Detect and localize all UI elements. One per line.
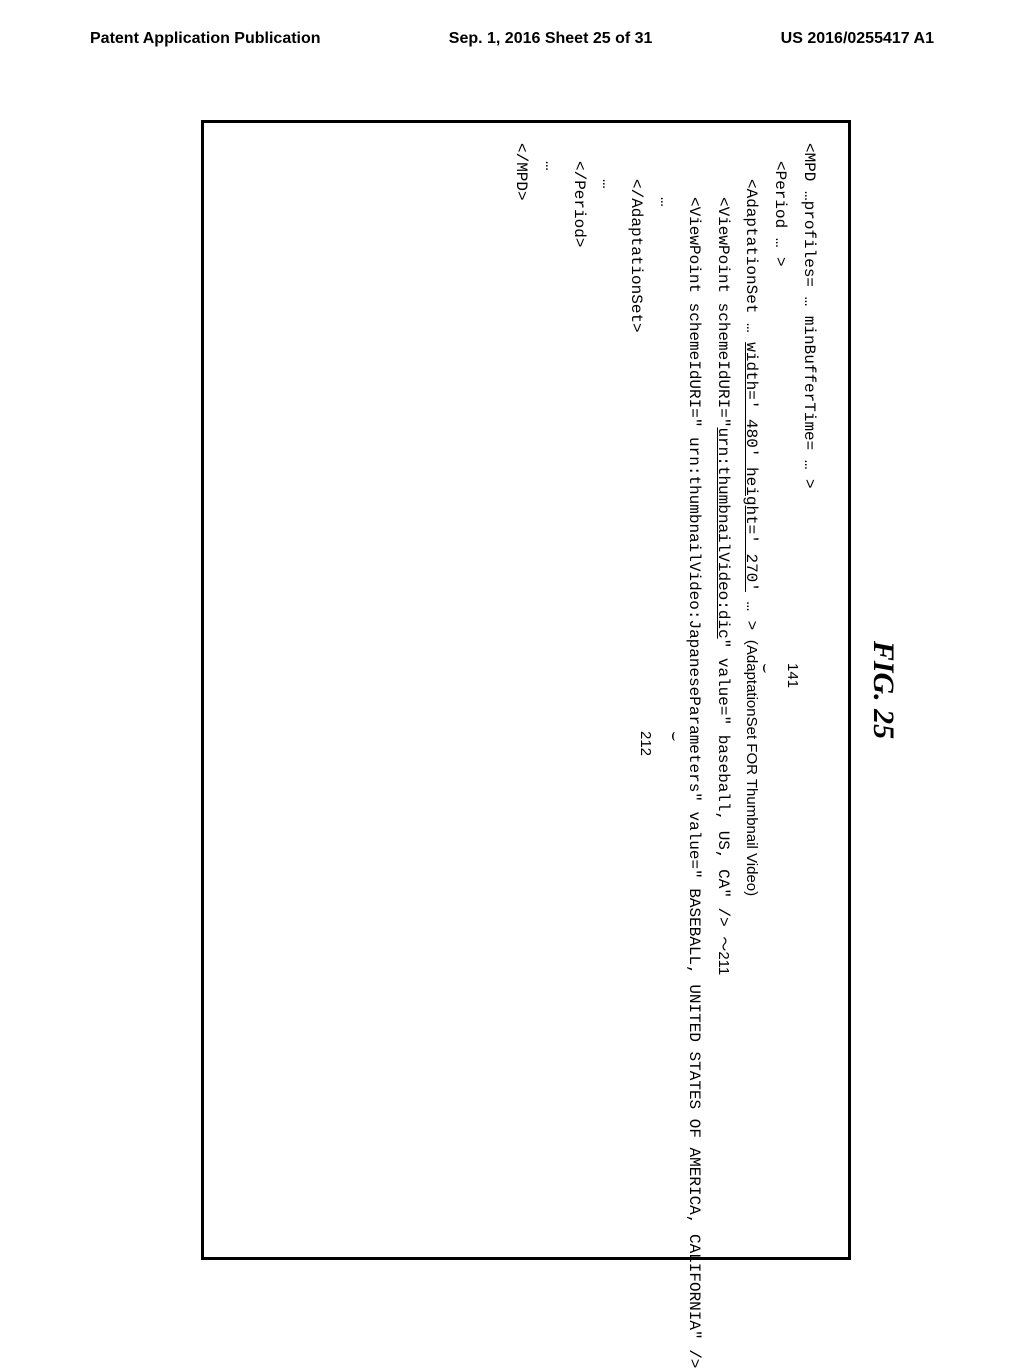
callout-212-curve: ⌣ — [659, 731, 688, 756]
ellipsis-3: … — [535, 161, 564, 1237]
mpd-open: <MPD …profiles= … minBufferTime= … > — [794, 143, 823, 1237]
vp1-underlined: urn:thumbnailVideo:dic — [714, 427, 732, 638]
header-right: US 2016/0255417 A1 — [781, 30, 934, 48]
vp1-ref: ～211 — [715, 936, 732, 975]
callout-141-curve: ⌣ — [750, 663, 779, 688]
adapt-prefix: <AdaptationSet … — [742, 179, 760, 342]
page-header: Patent Application Publication Sep. 1, 2… — [0, 0, 1024, 58]
ellipsis-1: … — [650, 197, 679, 1237]
callout-141: 141 ⌣ — [750, 663, 806, 688]
viewpoint-1: <ViewPoint schemeIdURI="urn:thumbnailVid… — [708, 197, 737, 1237]
adapt-underlined: width=' 480' height=' 270' — [742, 342, 760, 592]
viewpoint-2: <ViewPoint schemeIdURI=" urn:thumbnailVi… — [679, 197, 708, 1237]
header-left: Patent Application Publication — [90, 30, 321, 48]
mpd-close: </MPD> — [506, 143, 535, 1237]
adapt-suffix: … > — [742, 592, 760, 640]
callout-212: ⌣ 212 — [632, 731, 688, 756]
code-box: 141 ⌣ ⌣ 212 <MPD …profiles= … minBufferT… — [201, 120, 851, 1260]
figure-container: FIG. 25 141 ⌣ ⌣ 212 <MPD …profiles= … mi… — [130, 120, 900, 1260]
vp1-prefix: <ViewPoint schemeIdURI=" — [714, 197, 732, 427]
header-center: Sep. 1, 2016 Sheet 25 of 31 — [449, 30, 653, 48]
ref-141-number: 141 — [779, 663, 806, 688]
adaptationset-open: <AdaptationSet … width=' 480' height=' 2… — [737, 179, 766, 1237]
period-close: </Period> — [564, 161, 593, 1237]
figure-title: FIG. 25 — [866, 120, 900, 1260]
ref-212-number: 212 — [632, 731, 659, 756]
adaptationset-close: </AdaptationSet> — [621, 179, 650, 1237]
ellipsis-2: … — [593, 179, 622, 1237]
period-open: <Period … > — [765, 161, 794, 1237]
vp1-suffix: " value=" baseball, US, CA" /> — [714, 639, 732, 937]
